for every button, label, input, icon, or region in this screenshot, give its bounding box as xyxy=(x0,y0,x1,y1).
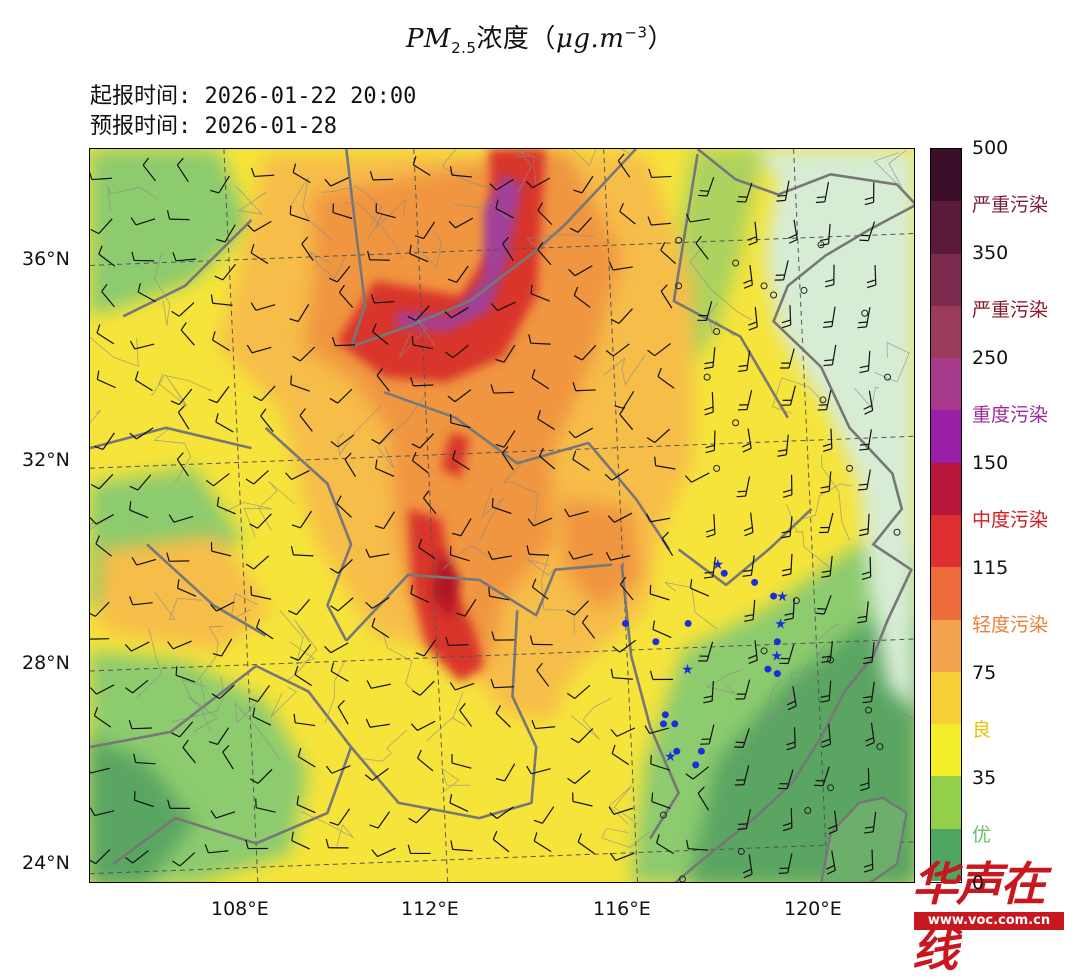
colorbar-label: 500 xyxy=(972,137,1008,159)
colorbar-label: 75 xyxy=(972,662,996,684)
city-star: ★ xyxy=(712,557,725,573)
pm25-map: ★ ★ ★ ★ ★ ★ xyxy=(90,149,915,883)
watermark-url: www.voc.com.cn xyxy=(914,912,1064,930)
colorbar-segment xyxy=(931,358,961,410)
colorbar-label: 良 xyxy=(972,715,991,742)
lat-label-24n: 24°N xyxy=(22,852,70,874)
city-star: ★ xyxy=(664,749,677,765)
city-dot xyxy=(774,638,781,645)
colorbar-label: 35 xyxy=(972,767,996,789)
colorbar-label: 轻度污染 xyxy=(972,610,1048,637)
lat-label-32n: 32°N xyxy=(22,449,70,471)
lat-label-28n: 28°N xyxy=(22,652,70,674)
colorbar-label: 严重污染 xyxy=(972,295,1048,322)
city-dot xyxy=(774,670,781,677)
lon-label-120e: 120°E xyxy=(784,898,842,920)
city-star: ★ xyxy=(681,662,694,678)
colorbar-segment xyxy=(931,149,961,201)
colorbar-label: 中度污染 xyxy=(972,505,1048,532)
city-dot xyxy=(622,620,629,627)
city-dot xyxy=(685,620,692,627)
lon-label-112e: 112°E xyxy=(401,898,459,920)
colorbar-segment xyxy=(931,201,961,253)
city-star: ★ xyxy=(770,648,783,664)
title-unit: μg.m xyxy=(556,24,624,54)
colorbar-segment xyxy=(931,567,961,619)
colorbar-label: 350 xyxy=(972,242,1008,264)
lon-label-116e: 116°E xyxy=(593,898,651,920)
colorbar-label: 250 xyxy=(972,347,1008,369)
city-dot xyxy=(764,666,771,673)
lon-label-108e: 108°E xyxy=(211,898,269,920)
colorbar-segment xyxy=(931,306,961,358)
valid-time: 预报时间: 2026-01-28 xyxy=(90,108,337,140)
city-dot xyxy=(692,761,699,768)
title-exp: −3 xyxy=(624,23,647,41)
colorbar-label: 115 xyxy=(972,557,1008,579)
colorbar xyxy=(930,148,962,883)
colorbar-label: 严重污染 xyxy=(972,190,1048,217)
colorbar-segment xyxy=(931,463,961,515)
city-dot xyxy=(671,720,678,727)
colorbar-label: 150 xyxy=(972,452,1008,474)
colorbar-label: 优 xyxy=(972,820,991,847)
lat-label-36n: 36°N xyxy=(22,248,70,270)
title-close: ） xyxy=(648,24,675,54)
chart-title: PM2.5浓度（μg.m−3） xyxy=(0,18,1080,57)
city-dot xyxy=(660,720,667,727)
city-dot xyxy=(662,711,669,718)
title-pm: PM xyxy=(406,24,451,54)
colorbar-segment xyxy=(931,410,961,462)
city-dot xyxy=(751,579,758,586)
city-dot xyxy=(652,638,659,645)
title-mid: 浓度（ xyxy=(476,24,556,54)
city-star: ★ xyxy=(774,616,787,632)
colorbar-segment xyxy=(931,672,961,724)
colorbar-segment xyxy=(931,620,961,672)
colorbar-segment xyxy=(931,254,961,306)
colorbar-segment xyxy=(931,724,961,776)
colorbar-segment xyxy=(931,776,961,828)
watermark-logo: 华声在线 www.voc.com.cn xyxy=(912,848,1072,928)
colorbar-segment xyxy=(931,515,961,567)
colorbar-label: 重度污染 xyxy=(972,400,1048,427)
issue-time: 起报时间: 2026-01-22 20:00 xyxy=(90,78,416,110)
city-star: ★ xyxy=(776,589,789,605)
map-panel: ★ ★ ★ ★ ★ ★ xyxy=(89,148,915,883)
colorbar-label: 0 xyxy=(972,872,984,894)
title-sub: 2.5 xyxy=(451,39,476,57)
city-dot xyxy=(698,748,705,755)
